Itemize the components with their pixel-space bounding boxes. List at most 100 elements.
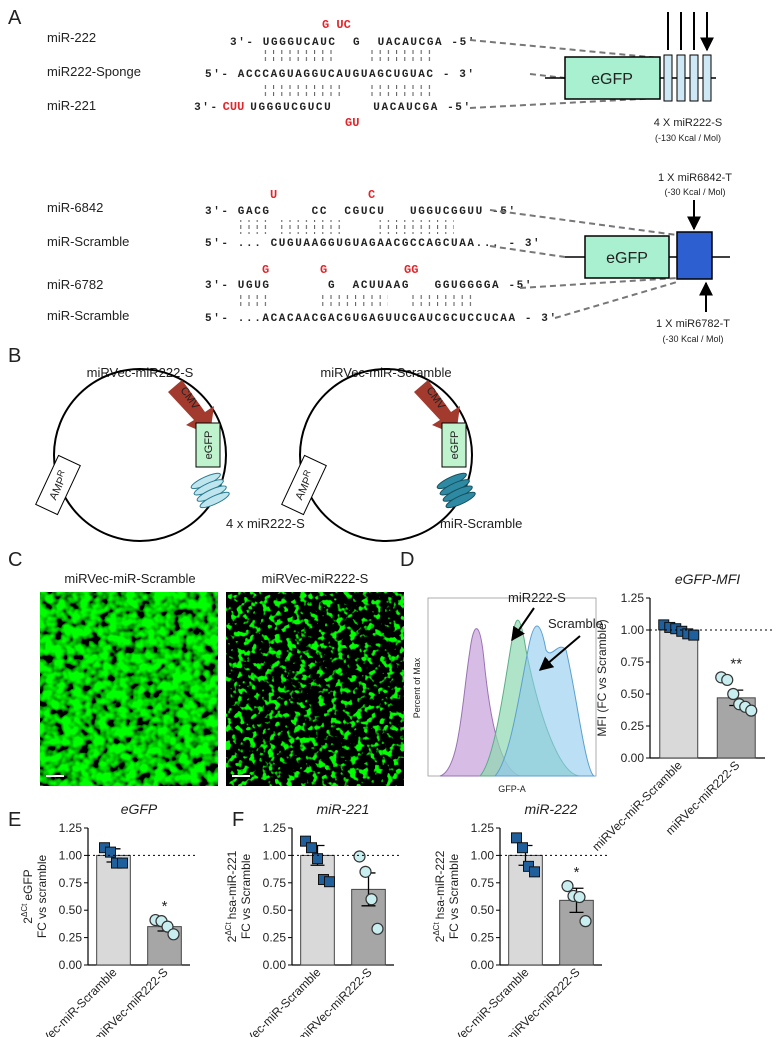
y-tick-label: 0.25 [471,931,495,945]
significance: ** [730,655,742,672]
site-label: 4 X miR222-S [654,117,722,129]
egfp-label: eGFP [591,71,633,88]
y-tick-label: 1.00 [471,848,495,862]
bulge: G [320,263,327,277]
bulge: G [262,263,269,277]
connector [469,39,661,109]
panel-d-histogram: Percent of Max GFP-A miR222-S Scramble [412,590,603,794]
y-tick-label: 0.75 [621,655,645,669]
data-point [300,835,311,847]
pairing [410,294,476,308]
energy-label: (-30 Kcal / Mol) [664,187,725,197]
arrow-label: miR222-S [508,590,566,605]
sequence: 3'- GACG CC CGUCU UGGUCGGUU -5' [205,206,517,218]
site-box [663,54,673,102]
y-tick-label: 0.75 [59,876,83,890]
y-tick-label: 0.75 [263,876,287,890]
y-axis-label: 2ΔCt hsa-miR-221 [224,850,239,942]
label-rest: hsa-miR-221 [225,850,239,919]
label-rest: hsa-miR-222 [433,850,447,919]
data-point [721,673,734,687]
y-tick-label: 0.00 [59,958,83,972]
pairing [370,83,436,97]
panel-letter: A [8,7,22,29]
y-tick-label: 0.50 [59,903,83,917]
data-point [529,866,540,878]
bar-chart: miR-222 0.00 0.25 0.50 0.75 1.00 1.25 2ΔCt hsa-m… [432,801,610,1037]
label-base: 2 [21,917,35,924]
plasmid-title: miRVec-miR-Scramble [320,365,451,380]
y-tick-label: 0.00 [621,751,645,765]
y-tick-label: 0.00 [263,958,287,972]
data-point [117,857,128,869]
energy-label: (-30 Kcal / Mol) [662,334,723,344]
data-point [167,928,180,941]
data-point [105,846,116,858]
image-title: miRVec-miR222-S [262,571,369,586]
panel-letter: E [8,809,21,831]
panel-b: miRVec-miR222-S miRVec-miR-Scramble CMV … [35,365,522,542]
sequence-body: UGGGUCGUCU UACAUCGA -5' [250,102,471,114]
pairing [234,220,268,234]
plasmid: CMV eGFP AMPR miR-Scramble [281,368,522,542]
bulge: U [270,188,277,202]
site-box [702,54,712,102]
label-sup: ΔCt [20,903,29,917]
data-point [573,890,586,904]
bar [96,854,131,966]
arrow [511,607,535,642]
y-axis-label: 2ΔCt hsa-miR-222 [432,850,447,942]
pairing [262,50,336,64]
label-sup: ΔCt [432,922,441,936]
y-tick-label: 0.25 [621,719,645,733]
data-point [365,893,378,906]
label-sup: ΔCt [224,922,233,936]
chart-title: miR-221 [317,801,370,817]
y-tick-label: 1.25 [621,591,645,605]
chart-title: miR-222 [525,801,578,817]
sequence: 5'- ... CUGUAAGGUGUAGAACGCCAGCUAA... - 3… [205,238,541,250]
bar-chart: eGFP-MFI 0.00 0.25 0.50 0.75 1.00 1.25 MFI (FC … [589,571,773,854]
site-box [676,231,713,280]
bulge: GU [345,116,359,130]
panel-letter: D [400,549,414,571]
site-label: 1 X miR6782-T [656,318,730,330]
pairing [262,83,344,97]
bar [300,854,335,966]
site-box [676,54,686,102]
resistance-sup: R [301,468,313,479]
y-tick-label: 1.00 [263,848,287,862]
y-axis-label: 2ΔCt eGFP [20,869,35,923]
panel-letter: F [232,809,244,831]
energy-label: (-130 Kcal / Mol) [655,133,721,143]
egfp-box [564,56,661,100]
data-point [511,832,522,844]
y-axis-label: FC vs Scramble [239,854,253,940]
sequence: 5'- ...ACACAACGACGUGAGUUCGAUCGCUCCUCAA -… [205,313,558,325]
data-point [579,915,592,928]
row-label: miR222-Sponge [47,64,141,79]
pairing [322,294,388,308]
y-tick-label: 0.50 [621,687,645,701]
chart-title: eGFP [121,801,158,817]
sequence: 3'- UGGGUCAUC G UACAUCGA -5' [230,37,476,49]
bar-chart: miR-221 0.00 0.25 0.50 0.75 1.00 1.25 2ΔCt hsa-m… [224,801,402,1037]
y-tick-label: 0.00 [471,958,495,972]
label-rest: eGFP [21,869,35,900]
y-axis-label: FC vs scramble [35,855,49,939]
egfp-label: eGFP [606,250,648,267]
y-tick-label: 0.25 [59,931,83,945]
row-label: miR-222 [47,30,96,45]
bar [659,629,699,759]
data-point [353,850,366,863]
row-label: miR-221 [47,98,96,113]
y-tick-label: 1.00 [621,623,645,637]
data-point [312,853,323,865]
y-tick-label: 0.75 [471,876,495,890]
data-point [688,629,700,641]
y-tick-label: 0.25 [263,931,287,945]
sequence: 3'- UGUG G ACUUAAG GGUGGGGA -5' [205,280,533,292]
pairing [279,220,345,234]
